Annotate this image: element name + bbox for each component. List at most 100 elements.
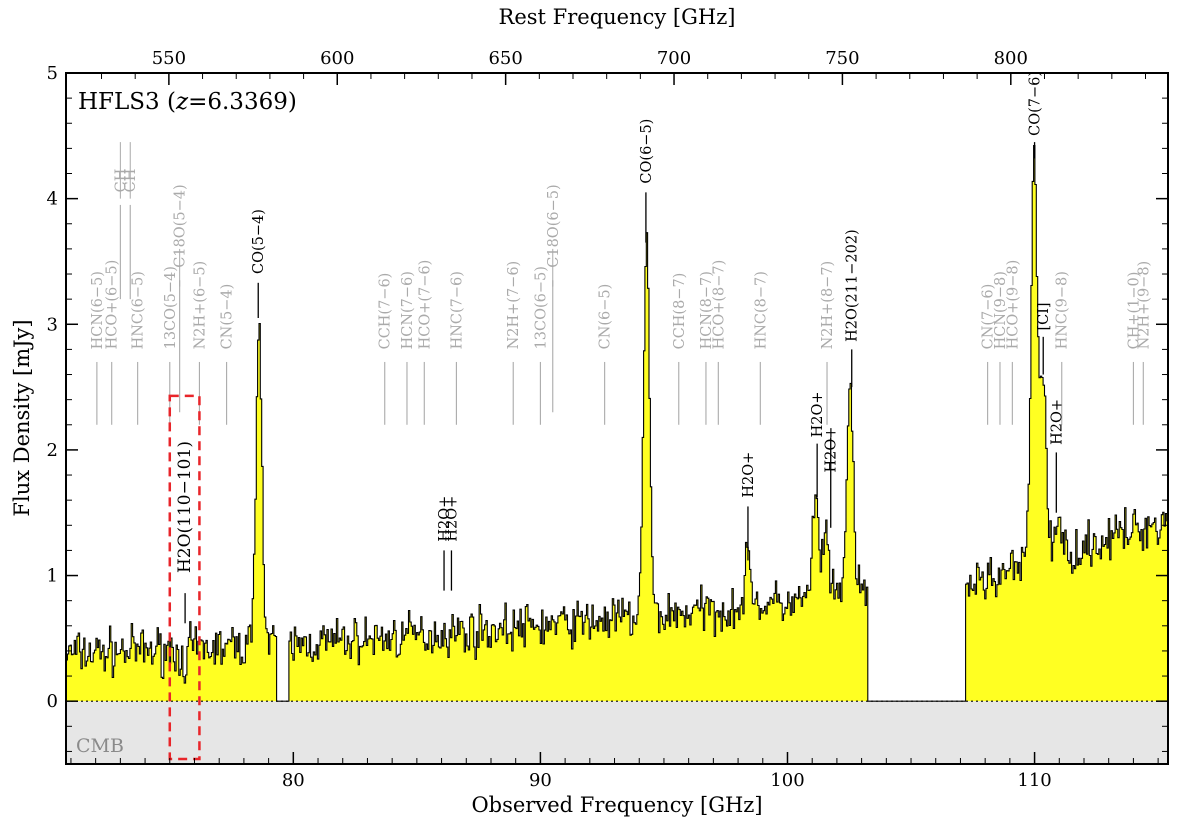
candidate-line-label: N2H+(9−8) bbox=[1136, 261, 1152, 350]
top-axis-label: Rest Frequency [GHz] bbox=[499, 5, 736, 29]
detected-line: H2O+ bbox=[437, 496, 453, 591]
detected-line-label: H2O+ bbox=[741, 452, 757, 498]
candidate-line: CN(6−5) bbox=[598, 284, 614, 425]
detected-line: CO(6−5) bbox=[639, 119, 655, 243]
detected-line-label: H2O+ bbox=[810, 391, 826, 437]
candidate-line-label: N2H+(7−6) bbox=[506, 261, 522, 350]
spectrum-fill bbox=[66, 145, 1168, 702]
candidate-line: CN(7−6) bbox=[981, 284, 997, 425]
x-tick-label: 80 bbox=[282, 770, 305, 791]
detected-line-label: CO(7−6) bbox=[1028, 71, 1044, 136]
candidate-line-label: CCH(8−7) bbox=[672, 273, 688, 350]
candidate-line-markers: HCN(6−5)HCO+(6−5) HNC(6−5) 13CO(5−4) N2H+(6… bbox=[90, 142, 1152, 425]
candidate-line-label: HCN(6−5) bbox=[90, 271, 106, 349]
candidate-line: CH bbox=[123, 142, 139, 300]
candidate-line: HCO+(7−6) bbox=[417, 260, 433, 425]
detected-line: CO(7−6) bbox=[1028, 71, 1044, 159]
detected-line-label: H2O+ bbox=[444, 496, 460, 542]
candidate-line-label: CH+(1−0) bbox=[1126, 272, 1142, 350]
highlight-box bbox=[168, 394, 201, 761]
x2-tick-label: 550 bbox=[152, 48, 186, 69]
detected-line-label: H2O+ bbox=[1049, 399, 1065, 445]
candidate-line: HCN(9−8) bbox=[993, 271, 1009, 425]
y-tick-label: 3 bbox=[47, 314, 58, 335]
candidate-line: HCO+(6−5) bbox=[105, 260, 121, 425]
candidate-line: HCO+(8−7) bbox=[711, 260, 727, 425]
x-tick-label: 110 bbox=[1017, 770, 1051, 791]
candidate-line-label: CN(5−4) bbox=[220, 284, 236, 350]
detected-line: H2O+ bbox=[1049, 399, 1065, 513]
candidate-line: C18O(6−5) bbox=[546, 184, 562, 413]
detected-line: H2O+ bbox=[741, 452, 757, 561]
candidate-line: HCN(6−5) bbox=[90, 271, 106, 425]
candidate-line-label: HNC(8−7) bbox=[753, 271, 769, 349]
candidate-line-label: CH bbox=[123, 169, 139, 193]
detected-line: H2O+ bbox=[810, 391, 826, 498]
candidate-line: CCH(8−7) bbox=[672, 273, 688, 425]
detected-line: [CI] bbox=[1036, 302, 1052, 375]
chart-title-z: z bbox=[175, 89, 189, 115]
y-tick-label: 1 bbox=[47, 566, 58, 587]
x2-tick-label: 750 bbox=[825, 48, 859, 69]
candidate-line: C18O(5−4) bbox=[173, 184, 189, 413]
candidate-line-label: HNC(9−8) bbox=[1055, 271, 1071, 349]
plot-frame bbox=[65, 72, 1169, 765]
candidate-line-label: C18O(6−5) bbox=[546, 184, 562, 267]
detected-line-label: CO(6−5) bbox=[639, 119, 655, 184]
candidate-line: N2H+(8−7) bbox=[820, 261, 836, 425]
detected-line-label: H2O+ bbox=[437, 496, 453, 542]
plot-area: HCN(6−5)HCO+(6−5) HNC(6−5) 13CO(5−4) N2H+(6… bbox=[66, 71, 1168, 764]
candidate-line-label: CN(7−6) bbox=[981, 284, 997, 350]
x-axis-label: Observed Frequency [GHz] bbox=[471, 793, 762, 817]
detected-line-label: [CI] bbox=[1036, 302, 1052, 330]
candidate-line-label: CN(6−5) bbox=[598, 284, 614, 350]
spectrum-line bbox=[66, 145, 1168, 702]
candidate-line-label: HNC(7−6) bbox=[449, 271, 465, 349]
detected-line-label: H2O(110−101) bbox=[175, 441, 195, 573]
candidate-line-label: HCO+(6−5) bbox=[105, 260, 121, 350]
detected-line: H2O+ bbox=[824, 427, 840, 528]
x-tick-label: 100 bbox=[770, 770, 804, 791]
detected-line-markers: CO(5−4) CO(6−5) CO(7−6) H2O(211−202) [CI] H2O… bbox=[175, 71, 1065, 624]
candidate-line: HNC(6−5) bbox=[131, 271, 147, 425]
candidate-line-label: HCO+(8−7) bbox=[711, 260, 727, 350]
candidate-line-label: HCN(7−6) bbox=[400, 271, 416, 349]
chart-title: HFLS3 (z=6.3369) bbox=[78, 89, 297, 115]
x2-tick-label: 700 bbox=[657, 48, 691, 69]
candidate-line: HNC(7−6) bbox=[449, 271, 465, 425]
x2-tick-label: 800 bbox=[994, 48, 1028, 69]
candidate-line-label: HCN(9−8) bbox=[993, 271, 1009, 349]
axes: 80 90 100 110 550 600 650 700 750 800 0 1 2 3 4 5 bbox=[47, 48, 1168, 791]
y-tick-label: 4 bbox=[47, 189, 58, 210]
candidate-line: CN(5−4) bbox=[220, 284, 236, 425]
y-tick-label: 5 bbox=[47, 63, 58, 84]
x2-tick-label: 600 bbox=[320, 48, 354, 69]
candidate-line: HNC(8−7) bbox=[753, 271, 769, 425]
candidate-line: CH bbox=[113, 142, 129, 300]
candidate-line-label: HCN(8−7) bbox=[699, 271, 715, 349]
detected-line: CO(5−4) bbox=[251, 209, 267, 318]
chart-title-name: HFLS3 ( bbox=[78, 89, 176, 115]
candidate-line: N2H+(9−8) bbox=[1136, 261, 1152, 425]
cmb-band bbox=[66, 701, 1168, 764]
candidate-line: 13CO(6−5) bbox=[533, 266, 549, 425]
candidate-line-label: HNC(6−5) bbox=[131, 271, 147, 349]
candidate-line: CH+(1−0) bbox=[1126, 272, 1142, 425]
candidate-line: HCN(7−6) bbox=[400, 271, 416, 425]
candidate-line-label: HCO+(7−6) bbox=[417, 260, 433, 350]
candidate-line-label: CCH(7−6) bbox=[378, 273, 394, 350]
cmb-label: CMB bbox=[76, 735, 124, 757]
candidate-line: N2H+(7−6) bbox=[506, 261, 522, 425]
candidate-line: HCO+(9−8) bbox=[1005, 260, 1021, 425]
x-tick-label: 90 bbox=[529, 770, 552, 791]
x2-tick-label: 650 bbox=[488, 48, 522, 69]
y-tick-label: 0 bbox=[47, 691, 58, 712]
detected-line-label: CO(5−4) bbox=[251, 209, 267, 274]
candidate-line: CCH(7−6) bbox=[378, 273, 394, 425]
chart-title-redshift: =6.3369) bbox=[188, 89, 297, 115]
detected-line: H2O(110−101) bbox=[175, 441, 195, 624]
candidate-line-label: 13CO(6−5) bbox=[533, 266, 549, 349]
candidate-line: HCN(8−7) bbox=[699, 271, 715, 425]
detected-line-label: H2O(211−202) bbox=[845, 229, 861, 342]
candidate-line-label: HCO+(9−8) bbox=[1005, 260, 1021, 350]
